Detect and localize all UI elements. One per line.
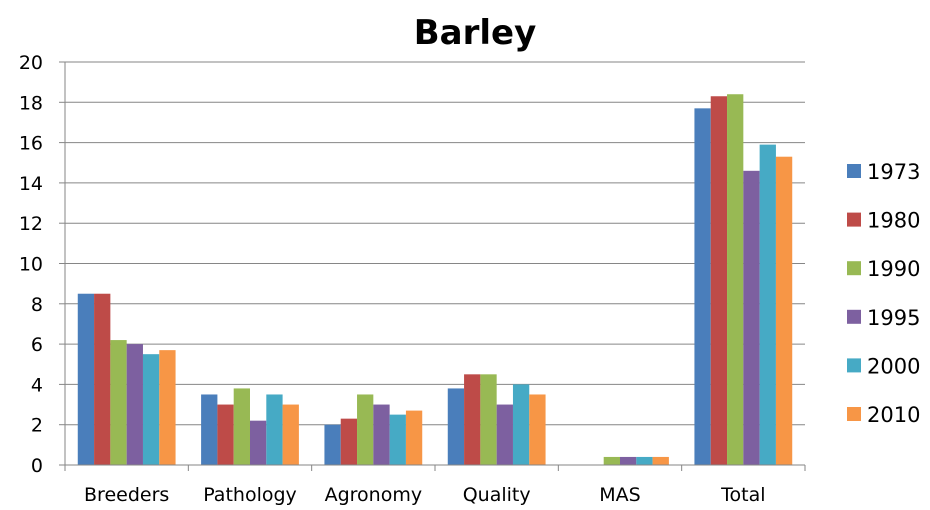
legend-swatch-1990 xyxy=(847,261,861,276)
bar-2010-breeders xyxy=(159,350,176,465)
x-tick-label: MAS xyxy=(599,484,640,506)
bar-2010-mas xyxy=(652,456,669,465)
y-tick-label: 14 xyxy=(19,173,43,195)
bar-2010-pathology xyxy=(282,404,299,465)
bar-1990-breeders xyxy=(110,340,127,465)
legend-label-1973: 1973 xyxy=(867,160,920,184)
y-tick-label: 18 xyxy=(19,92,43,114)
bar-1973-quality xyxy=(447,388,465,465)
x-tick-label: Pathology xyxy=(203,484,297,506)
bar-2010-agronomy xyxy=(405,410,423,465)
x-axis-ticks: Breeders Pathology Agronomy Quality MAS Total xyxy=(64,465,806,506)
legend-swatch-2010 xyxy=(847,407,861,421)
bar-1973-breeders xyxy=(77,293,95,465)
chart-title: Barley xyxy=(414,13,537,53)
bar-1995-total xyxy=(743,170,760,465)
bar-1973-total xyxy=(694,108,711,465)
legend-label-1990: 1990 xyxy=(867,257,920,281)
bar-1995-pathology xyxy=(250,420,267,465)
y-tick-label: 12 xyxy=(19,213,43,235)
bar-2000-breeders xyxy=(142,354,160,465)
bar-1990-mas xyxy=(603,456,620,465)
bar-1995-quality xyxy=(496,404,513,465)
bars xyxy=(77,94,793,466)
y-tick-label: 6 xyxy=(31,334,43,356)
bar-1990-pathology xyxy=(233,388,250,465)
bar-2000-mas xyxy=(636,456,653,465)
bar-1980-pathology xyxy=(217,404,234,465)
bar-1995-agronomy xyxy=(373,404,390,465)
bar-2000-quality xyxy=(512,384,530,465)
bar-2010-quality xyxy=(529,394,546,465)
y-tick-label: 2 xyxy=(31,415,43,437)
y-tick-label: 10 xyxy=(19,254,43,276)
y-tick-label: 16 xyxy=(19,133,43,155)
bar-1980-total xyxy=(710,96,728,465)
legend-swatch-1995 xyxy=(847,309,861,324)
legend-label-2000: 2000 xyxy=(867,354,920,378)
bar-1995-mas xyxy=(620,456,637,465)
legend-swatch-1980 xyxy=(847,212,861,227)
y-axis-ticks: 0 2 4 6 8 10 12 14 16 18 20 xyxy=(19,52,65,477)
legend-swatch-2000 xyxy=(847,358,861,373)
bar-1990-total xyxy=(727,94,744,466)
y-tick-label: 4 xyxy=(31,374,43,396)
bar-1990-agronomy xyxy=(357,394,374,465)
x-tick-label: Total xyxy=(720,484,765,506)
bar-2000-pathology xyxy=(266,394,283,465)
legend-swatch-1973 xyxy=(847,164,861,178)
y-tick-label: 8 xyxy=(31,294,43,316)
legend-label-1995: 1995 xyxy=(867,306,920,330)
y-tick-label: 20 xyxy=(19,52,43,74)
bar-1973-agronomy xyxy=(324,424,341,465)
bar-1990-quality xyxy=(480,374,497,465)
bar-1973-pathology xyxy=(201,394,218,465)
x-tick-label: Breeders xyxy=(84,484,169,506)
bar-2000-total xyxy=(759,144,776,466)
bar-1995-breeders xyxy=(126,344,143,465)
x-tick-label: Quality xyxy=(463,484,531,506)
bar-2000-agronomy xyxy=(389,414,406,465)
bar-1980-agronomy xyxy=(340,418,358,465)
gridlines xyxy=(65,61,805,426)
legend-label-2010: 2010 xyxy=(867,403,920,427)
bar-2010-total xyxy=(775,156,793,465)
legend-label-1980: 1980 xyxy=(867,209,920,233)
y-tick-label: 0 xyxy=(31,455,43,477)
legend: 1973 1980 1990 1995 2000 2010 xyxy=(847,160,920,427)
bar-1980-breeders xyxy=(94,293,111,465)
x-tick-label: Agronomy xyxy=(325,484,423,506)
bar-1980-quality xyxy=(464,374,481,465)
